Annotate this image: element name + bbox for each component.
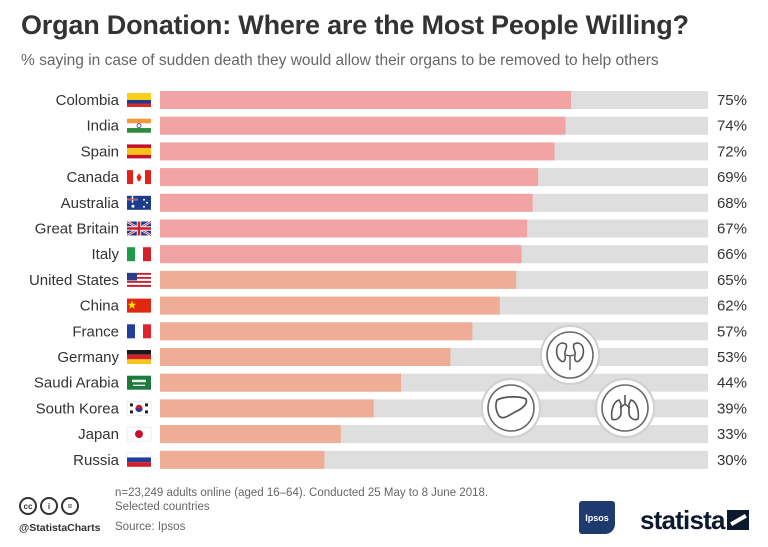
twitter-handle: @StatistaCharts: [19, 522, 101, 534]
bar: [160, 116, 566, 135]
bar: [160, 296, 500, 315]
bar: [160, 322, 473, 341]
value-label: 30%: [717, 452, 747, 469]
great-britain-flag-icon: [126, 220, 152, 237]
bar: [160, 245, 522, 264]
value-label: 74%: [717, 118, 747, 135]
australia-flag-icon: [127, 195, 151, 210]
bar: [160, 168, 539, 187]
value-label: 57%: [717, 323, 747, 340]
kidneys-icon: [540, 325, 600, 385]
japan-flag-icon: [126, 426, 152, 442]
statista-logo: statista: [640, 505, 725, 535]
category-label: France: [72, 323, 119, 340]
value-label: 53%: [717, 349, 747, 366]
value-label: 75%: [717, 92, 747, 109]
colombia-flag-icon: [127, 93, 151, 107]
footnote: n=23,249 adults online (aged 16–64). Con…: [115, 486, 555, 514]
value-label: 72%: [717, 143, 747, 160]
category-label: Australia: [61, 195, 120, 212]
germany-flag-icon: [127, 350, 151, 364]
russia-flag-icon: [126, 452, 152, 467]
bar: [160, 270, 517, 289]
value-label: 62%: [717, 298, 747, 315]
category-label: Great Britain: [35, 221, 119, 238]
value-label: 44%: [717, 375, 747, 392]
bar: [160, 399, 374, 418]
category-label: Russia: [73, 452, 120, 469]
value-label: 67%: [717, 221, 747, 238]
bar: [160, 219, 528, 238]
category-label: Italy: [91, 246, 119, 263]
bar-chart: Colombia 75% India 74% Spain 72% Canada 69% Aust…: [29, 91, 747, 469]
bar: [160, 425, 341, 444]
cc-icon: cc: [19, 497, 37, 515]
china-flag-icon: [127, 298, 151, 313]
category-label: China: [80, 298, 120, 315]
italy-flag-icon: [127, 247, 151, 262]
bar: [160, 450, 325, 469]
source-note: Source: Ipsos: [115, 521, 186, 533]
category-label: India: [86, 118, 119, 135]
canada-flag-icon: [127, 170, 151, 185]
value-label: 33%: [717, 426, 747, 443]
ipsos-logo: Ipsos: [579, 501, 615, 534]
category-label: Japan: [78, 426, 119, 443]
value-label: 39%: [717, 400, 747, 417]
category-label: Colombia: [56, 92, 120, 109]
statista-logo-icon: [727, 510, 749, 530]
south-korea-flag-icon: [126, 401, 152, 416]
bar: [160, 373, 402, 392]
france-flag-icon: [127, 324, 151, 339]
united-states-flag-icon: [127, 272, 151, 287]
liver-icon: [481, 378, 541, 438]
bar: [160, 142, 555, 161]
lungs-icon: [595, 378, 655, 438]
category-label: Spain: [81, 143, 119, 160]
value-label: 68%: [717, 195, 747, 212]
bar: [160, 91, 571, 109]
saudi-arabia-flag-icon: [127, 375, 151, 390]
value-label: 66%: [717, 246, 747, 263]
attribution-icon: i: [40, 497, 58, 515]
category-label: Canada: [66, 169, 119, 186]
category-label: South Korea: [36, 400, 120, 417]
spain-flag-icon: [127, 144, 151, 159]
chart-title: Organ Donation: Where are the Most Peopl…: [21, 10, 689, 40]
category-label: Saudi Arabia: [34, 375, 120, 392]
value-label: 65%: [717, 272, 747, 289]
footnote-line-2: Selected countries: [115, 501, 210, 513]
value-label: 69%: [717, 169, 747, 186]
chart-subtitle: % saying in case of sudden death they wo…: [21, 52, 659, 69]
bar: [160, 193, 533, 212]
license-icons: cc i =: [19, 497, 79, 515]
category-label: United States: [29, 272, 119, 289]
india-flag-icon: [127, 118, 151, 133]
category-label: Germany: [57, 349, 119, 366]
bar: [160, 348, 451, 366]
no-derivatives-icon: =: [61, 497, 79, 515]
footnote-line-1: n=23,249 adults online (aged 16–64). Con…: [115, 487, 489, 499]
